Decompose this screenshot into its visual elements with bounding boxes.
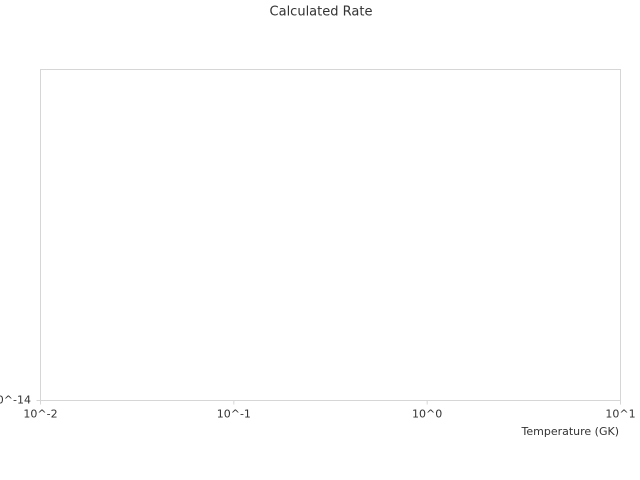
x-axis-label: Temperature (GK) xyxy=(521,425,620,438)
x-tick-label: 10^-1 xyxy=(217,408,251,421)
y-tick-label: 10^-14 xyxy=(0,394,31,407)
x-tick-label: 10^1 xyxy=(605,408,635,421)
plot-area xyxy=(40,69,621,401)
x-tick-label: 10^0 xyxy=(412,408,442,421)
x-tick-label: 10^-2 xyxy=(23,408,57,421)
chart-title: Calculated Rate xyxy=(270,5,373,20)
